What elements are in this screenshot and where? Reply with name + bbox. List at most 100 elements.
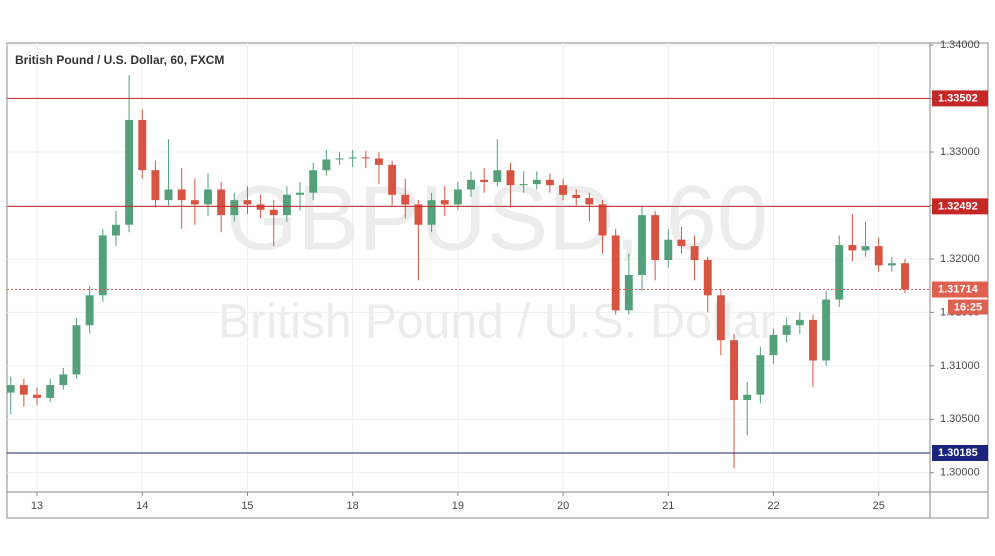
candle-body: [151, 170, 160, 201]
candle-body: [59, 374, 68, 386]
x-tick-label: 22: [767, 500, 779, 512]
overlay: 1.300001.305001.310001.315001.320001.325…: [7, 39, 988, 512]
candle-body: [72, 325, 81, 375]
candle-body: [887, 263, 896, 266]
candle-body: [519, 184, 528, 186]
x-tick-label: 19: [452, 500, 464, 512]
candle-body: [230, 200, 239, 216]
candle-body: [743, 394, 752, 401]
candle-body: [822, 299, 831, 361]
candle-body: [322, 159, 331, 171]
candle-body: [204, 189, 212, 205]
level-label: 1.30185: [938, 447, 978, 459]
candle-body: [677, 239, 686, 247]
x-tick-label: 21: [662, 500, 674, 512]
y-tick-label: 1.33000: [940, 146, 980, 158]
candle-body: [401, 194, 410, 205]
candle-body: [756, 355, 765, 395]
x-tick-label: 18: [347, 500, 359, 512]
candle-body: [598, 204, 607, 236]
candle-body: [361, 157, 370, 159]
y-tick-label: 1.30500: [940, 413, 980, 425]
y-tick-label: 1.32000: [940, 253, 980, 265]
x-tick-label: 25: [873, 500, 885, 512]
candle-body: [375, 158, 383, 165]
x-tick-label: 13: [31, 500, 43, 512]
y-tick-label: 1.30000: [940, 467, 980, 479]
candle-body: [138, 119, 147, 171]
candle-body: [296, 192, 304, 195]
candle-body: [243, 200, 252, 205]
candle-body: [98, 235, 107, 296]
candle-body: [217, 189, 226, 216]
candle-body: [769, 334, 778, 356]
candle-body: [6, 385, 15, 393]
candle-body: [46, 385, 55, 398]
level-label-box: [932, 198, 988, 215]
candle-body: [269, 209, 278, 216]
candle-body: [282, 194, 291, 216]
candle-body: [835, 245, 844, 300]
candle-body: [440, 200, 449, 205]
candle-body: [716, 295, 725, 341]
candle-body: [309, 170, 318, 193]
candle-body: [795, 319, 804, 326]
x-tick-label: 20: [557, 500, 569, 512]
candle-body: [453, 189, 462, 205]
chart-frame: [6, 42, 989, 519]
current-price-label: 1.31714: [938, 283, 979, 295]
candle-body: [388, 164, 397, 195]
y-tick-label: 1.31000: [940, 360, 980, 372]
candle-body: [85, 295, 94, 326]
candle-body: [611, 235, 620, 311]
candle-body: [480, 179, 489, 182]
candle-body: [493, 170, 502, 182]
candle-body: [638, 215, 646, 275]
candle-body: [506, 170, 515, 186]
candle-body: [690, 246, 699, 261]
candle-body: [651, 215, 660, 261]
candle-body: [545, 179, 554, 186]
countdown: 16:25: [954, 301, 982, 313]
candle-body: [164, 189, 173, 201]
y-tick-label: 1.34000: [940, 39, 980, 51]
candle-body: [703, 260, 712, 296]
candle-body: [874, 246, 883, 266]
level-label: 1.33502: [938, 92, 978, 104]
candle-body: [730, 340, 738, 401]
candle-body: [335, 158, 344, 160]
level-label-box: [932, 90, 988, 107]
candle-body: [19, 385, 28, 395]
candle-body: [809, 319, 817, 361]
candle-body: [256, 204, 265, 210]
candle-body: [664, 239, 673, 261]
candle-body: [348, 157, 357, 159]
candle-body: [585, 198, 594, 205]
candle-body: [177, 189, 186, 201]
candle-body: [624, 274, 633, 311]
candle-body: [427, 200, 436, 225]
chart-title: British Pound / U.S. Dollar, 60, FXCM: [15, 53, 224, 67]
marks: [6, 75, 909, 469]
candle-body: [572, 194, 581, 199]
x-tick-label: 14: [136, 500, 148, 512]
countdown-box: [948, 299, 988, 315]
candle-body: [190, 200, 199, 205]
level-label: 1.32492: [938, 200, 978, 212]
candle-body: [111, 224, 120, 236]
candle-body: [559, 185, 568, 195]
candle-body: [901, 263, 909, 290]
candle-body: [532, 179, 541, 185]
candle-body: [33, 394, 41, 398]
candle-body: [848, 245, 857, 251]
current-price-box: [932, 281, 988, 298]
candle-body: [782, 325, 791, 335]
candle-body: [861, 246, 870, 251]
watermark-subtitle: British Pound / U.S. Dollar: [218, 296, 776, 349]
candle-body: [467, 179, 475, 190]
x-tick-label: 15: [241, 500, 253, 512]
candle-body: [414, 204, 423, 225]
level-label-box: [932, 444, 988, 461]
